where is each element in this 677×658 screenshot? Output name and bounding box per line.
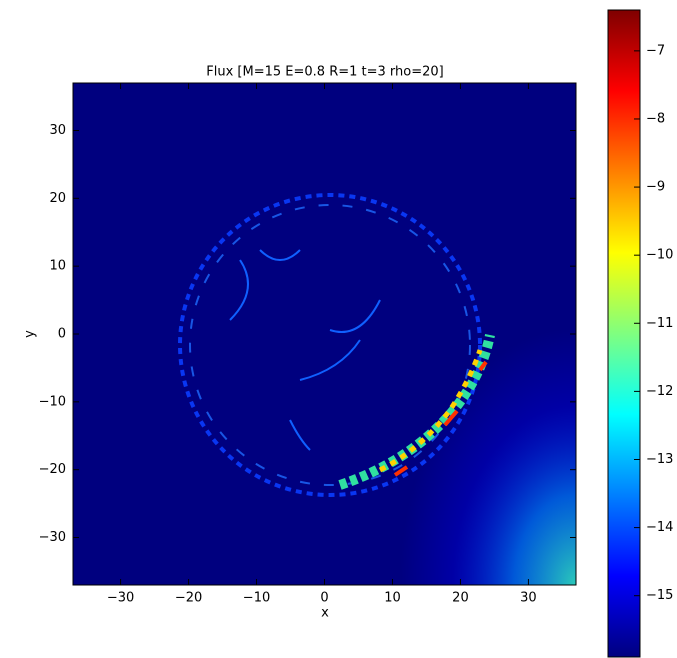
y-tick-label: −10 — [39, 394, 66, 409]
colorbar-tick-label: −10 — [646, 248, 673, 263]
colorbar-tick-label: −12 — [646, 384, 673, 399]
y-axis-label: y — [23, 330, 38, 338]
colorbar-tick-label: −8 — [646, 111, 665, 126]
y-tick-label: −20 — [39, 462, 66, 477]
x-tick-label: 0 — [320, 591, 328, 606]
chart-title: Flux [M=15 E=0.8 R=1 t=3 rho=20] — [206, 65, 443, 80]
colorbar-tick-label: −15 — [646, 588, 673, 603]
y-tick-label: 20 — [49, 191, 66, 206]
colorbar-tick-label: −7 — [646, 43, 665, 58]
y-tick-label: 10 — [49, 259, 66, 274]
colorbar-tick-label: −11 — [646, 316, 673, 331]
x-tick-label: −10 — [243, 591, 270, 606]
x-tick-label: −20 — [175, 591, 202, 606]
colorbar — [607, 9, 641, 658]
y-tick-label: −30 — [39, 530, 66, 545]
colorbar-tick-label: −9 — [646, 180, 665, 195]
field-decoration — [178, 193, 576, 585]
x-tick-label: 30 — [520, 591, 537, 606]
y-tick-label: 30 — [49, 123, 66, 138]
x-tick-label: 20 — [452, 591, 469, 606]
x-tick-label: −30 — [107, 591, 134, 606]
colorbar-tick-label: −13 — [646, 452, 673, 467]
y-tick-label: 0 — [58, 327, 66, 342]
x-axis-label: x — [321, 606, 329, 621]
colorbar-tick-label: −14 — [646, 520, 673, 535]
x-tick-label: 10 — [384, 591, 401, 606]
